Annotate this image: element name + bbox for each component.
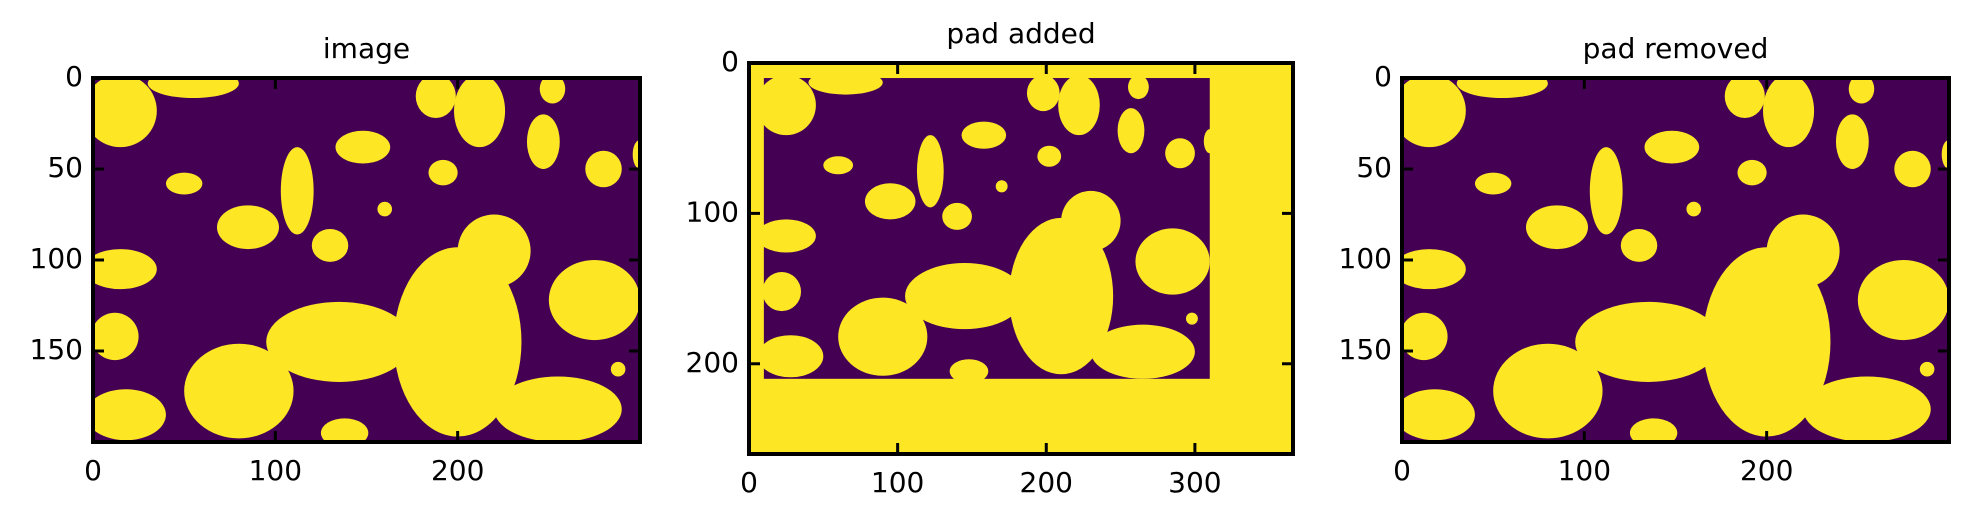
x-tick-label: 200	[1020, 466, 1073, 499]
y-tick-label: 50	[1356, 151, 1392, 184]
image	[1402, 78, 1949, 442]
x-tick-label: 300	[1168, 466, 1221, 499]
y-tick-label: 150	[30, 333, 83, 366]
image-content	[93, 78, 640, 442]
y-tick-label: 100	[1339, 242, 1392, 275]
y-tick-label: 100	[30, 242, 83, 275]
y-tick-label: 0	[721, 45, 739, 78]
y-tick-label: 0	[65, 60, 83, 93]
x-tick-label: 100	[871, 466, 924, 499]
panel-title: pad added	[946, 17, 1095, 50]
image	[749, 63, 1293, 454]
image-content	[756, 70, 1216, 384]
y-tick-label: 150	[1339, 333, 1392, 366]
y-tick-label: 200	[686, 346, 739, 379]
panel: image 0 100 200 0 50 100 150	[30, 32, 642, 487]
image	[93, 78, 640, 442]
y-tick-label: 0	[1374, 60, 1392, 93]
image-content	[1402, 78, 1949, 442]
y-tick-label: 100	[686, 195, 739, 228]
x-tick-label: 100	[249, 454, 302, 487]
axes-frame	[1400, 76, 1951, 444]
axes-frame	[747, 61, 1295, 456]
y-tick-label: 50	[47, 151, 83, 184]
panel-title: pad removed	[1583, 32, 1769, 65]
x-tick-label: 100	[1558, 454, 1611, 487]
panel: pad added 0 100 200 300 0 100 200	[686, 17, 1295, 499]
x-tick-label: 0	[1393, 454, 1411, 487]
panel-title: image	[323, 32, 410, 65]
x-tick-label: 200	[431, 454, 484, 487]
axes-frame	[91, 76, 642, 444]
panel: pad removed 0 100 200 0 50 100 150	[1339, 32, 1951, 487]
x-tick-label: 0	[740, 466, 758, 499]
x-tick-label: 0	[84, 454, 102, 487]
x-tick-label: 200	[1740, 454, 1793, 487]
